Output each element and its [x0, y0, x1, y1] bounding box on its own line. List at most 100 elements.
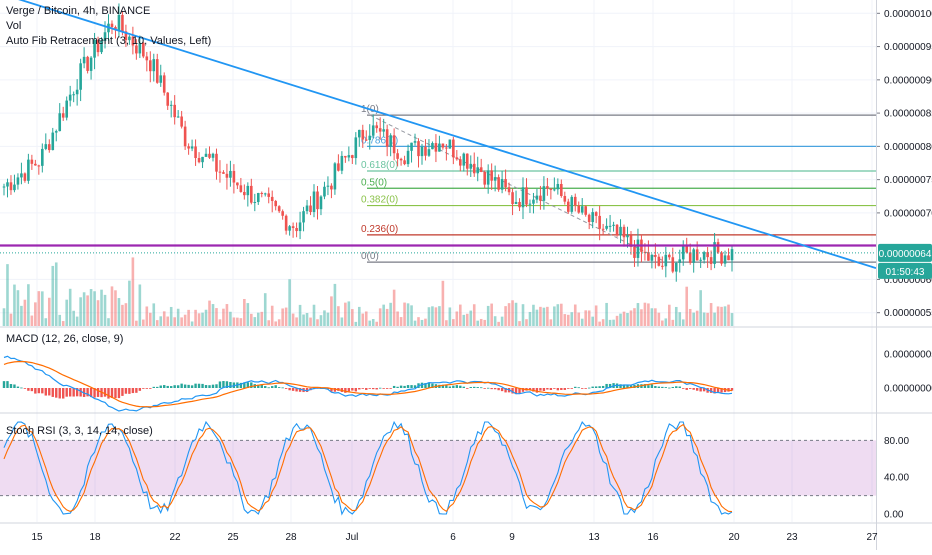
volume-bar	[507, 303, 511, 326]
macd-histogram-bar	[62, 388, 65, 399]
volume-bar	[661, 320, 664, 326]
candle-body	[608, 225, 612, 227]
candle-body	[270, 196, 274, 202]
candle-body	[13, 184, 16, 191]
volume-bar	[239, 318, 243, 326]
volume-bar	[351, 309, 354, 326]
volume-bar	[563, 314, 567, 326]
candle-body	[685, 245, 689, 253]
drawings	[0, 0, 877, 269]
volume-bar	[434, 307, 438, 326]
candle-body	[723, 255, 727, 264]
volume-bar	[385, 308, 389, 326]
macd-histogram-bar	[149, 388, 152, 389]
volume-bar	[445, 320, 448, 326]
macd-histogram-bar	[730, 388, 734, 391]
candle-body	[504, 179, 507, 188]
candle-body	[382, 129, 385, 132]
candle-body	[553, 189, 556, 191]
candle-body	[190, 146, 194, 149]
volume-bar	[65, 299, 68, 326]
time-tick-label: 25	[227, 532, 239, 543]
candle-body	[511, 192, 514, 205]
volume-bar	[51, 265, 55, 326]
time-tick-label: 13	[588, 532, 600, 543]
volume-bar	[532, 304, 535, 326]
price-tick-label: 0.00000090	[884, 75, 932, 86]
volume-bar	[274, 321, 277, 326]
candle-body	[82, 56, 86, 64]
macd-tick-label: 0.00000000	[884, 384, 932, 395]
macd-histogram-bar	[469, 387, 472, 388]
volume-bar	[204, 309, 208, 326]
volume-bar	[518, 321, 521, 326]
volume-bar	[162, 311, 166, 326]
volume-bar	[525, 319, 528, 326]
volume-bar	[6, 264, 9, 326]
candle-body	[657, 256, 661, 266]
volume-bar	[389, 302, 392, 326]
macd-histogram-bar	[581, 388, 584, 389]
macd-histogram-bar	[699, 388, 702, 392]
volume-bar	[556, 304, 560, 326]
volume-bar	[486, 305, 490, 326]
volume-bar	[462, 314, 466, 326]
volume-bar	[580, 318, 584, 326]
candle-body	[354, 137, 358, 159]
macd-signal-line	[3, 360, 733, 408]
macd-histogram-bar	[351, 388, 354, 391]
candle-body	[30, 159, 34, 164]
candle-body	[587, 214, 591, 223]
volume-bar	[166, 316, 170, 326]
volume-bar	[560, 303, 563, 326]
macd-histogram-bar	[169, 386, 173, 388]
macd-histogram-bar	[413, 385, 417, 388]
candle-body	[89, 57, 93, 71]
volume-bar	[211, 304, 215, 326]
candle-body	[323, 186, 326, 197]
macd-histogram-bar	[692, 388, 695, 390]
macd-histogram-bar	[305, 388, 309, 393]
fib-level-label: 0.236(0)	[361, 224, 398, 235]
volume-bar	[521, 304, 525, 326]
macd-histogram-bar	[486, 387, 490, 389]
candle-body	[427, 149, 431, 156]
macd-histogram-bar	[187, 384, 190, 388]
volume-bar	[619, 313, 622, 326]
macd-histogram-bar	[215, 384, 218, 388]
volume-bar	[41, 291, 44, 326]
macd-histogram-bar	[267, 387, 270, 389]
time-tick-label: 16	[647, 532, 659, 543]
volume-bar	[96, 300, 100, 326]
candle-body	[319, 196, 323, 210]
volume-bar	[699, 290, 702, 326]
volume-bar	[431, 306, 434, 326]
candle-body	[445, 147, 448, 149]
candle-body	[702, 252, 706, 260]
candle-body	[145, 56, 149, 61]
time-tick-label: 20	[728, 532, 740, 543]
macd-histogram-bar	[37, 388, 41, 394]
candle-body	[497, 177, 500, 190]
macd-histogram-bar	[142, 388, 145, 389]
macd-histogram-bar	[647, 385, 650, 388]
macd-histogram-bar	[403, 385, 406, 388]
candle-body	[549, 188, 553, 190]
volume-bar	[514, 302, 518, 326]
candle-body	[664, 254, 668, 267]
macd-histogram-bar	[281, 387, 284, 389]
candle-body	[166, 92, 170, 106]
candle-body	[68, 94, 72, 101]
macd-histogram-bar	[368, 388, 371, 389]
macd-histogram-bar	[716, 388, 720, 393]
candle-body	[392, 135, 396, 154]
candle-body	[459, 159, 462, 166]
candle-body	[16, 177, 20, 185]
macd-histogram-bar	[271, 386, 274, 388]
candle-body	[256, 193, 260, 203]
volume-bar	[410, 305, 413, 326]
candle-body	[65, 100, 68, 118]
volume-bar	[681, 319, 685, 326]
